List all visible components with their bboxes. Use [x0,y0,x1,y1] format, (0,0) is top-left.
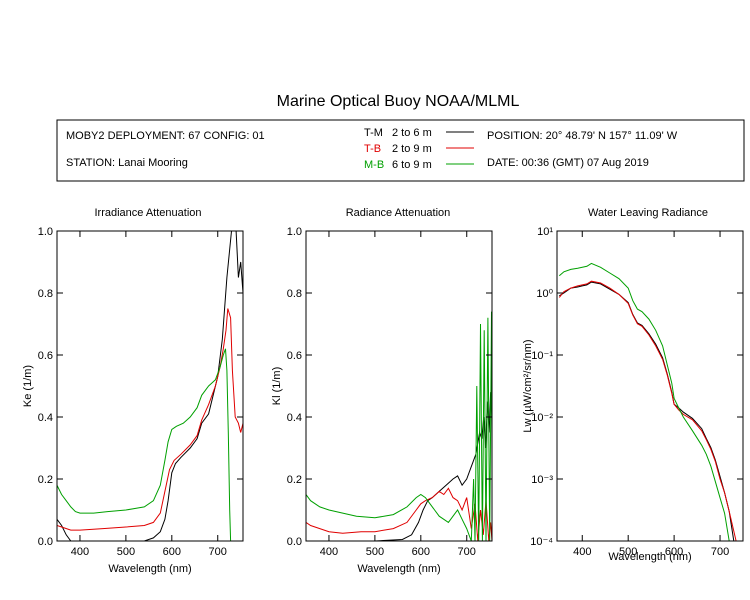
y-tick-label: 10⁻⁴ [530,536,553,548]
x-tick-label: 700 [458,546,476,558]
legend-code-t-m: T-M [364,127,383,139]
legend-range-m-b: 6 to 9 m [392,159,432,171]
plot-1: Irradiance Attenuation 400 500 600 700 0.0 0.2… [22,207,244,575]
plots-area: Irradiance Attenuation 400 500 600 700 0.0 0.2… [22,207,744,575]
plot-title: Radiance Attenuation [346,207,451,219]
x-tick-label: 700 [209,546,227,558]
date-text: DATE: 00:36 (GMT) 07 Aug 2019 [487,157,649,169]
x-tick-label: 400 [320,546,338,558]
y-tick-label: 10⁻³ [531,474,553,486]
y-tick-label: 0.6 [287,350,302,362]
plot-frame [556,230,744,542]
y-tick-label: 10⁰ [536,288,553,300]
x-axis-label: Wavelength (nm) [108,563,191,575]
y-axis-label: Ke (1/m) [22,365,34,407]
y-tick-label: 0.8 [38,288,53,300]
y-axis-label: Kl (1/m) [271,367,283,406]
plot-title: Irradiance Attenuation [94,207,201,219]
y-tick-label: 0.2 [287,474,302,486]
y-tick-label: 10⁻² [531,412,553,424]
series-line-t-b [558,280,737,541]
series-line-m-b [306,311,492,541]
x-tick-label: 400 [71,546,89,558]
x-tick-label: 600 [163,546,181,558]
deployment-text: MOBY2 DEPLOYMENT: 67 CONFIG: 01 [66,130,265,142]
x-tick-label: 500 [619,546,637,558]
x-tick-label: 400 [573,546,591,558]
x-tick-label: 700 [711,546,729,558]
y-tick-label: 0.4 [38,412,53,424]
series-line-t-m [306,392,492,541]
station-text: STATION: Lanai Mooring [66,157,188,169]
series-line-t-b [57,308,243,531]
x-axis-label: Wavelength (nm) [608,551,691,563]
plot-title: Water Leaving Radiance [588,207,708,219]
series-line-m-b [558,262,730,541]
series-line-t-m [57,231,243,541]
plot-frame [305,230,493,542]
y-axis-label: Lw (µW/cm²/sr/nm) [522,339,534,432]
y-tick-label: 1.0 [287,226,302,238]
x-axis-label: Wavelength (nm) [357,563,440,575]
legend-range-t-b: 2 to 9 m [392,143,432,155]
series-line-t-b [306,487,492,541]
y-tick-label: 10¹ [537,226,553,238]
x-tick-label: 600 [412,546,430,558]
series-line-m-b [57,348,232,541]
legend-code-m-b: M-B [364,159,384,171]
y-tick-label: 0.0 [38,536,53,548]
x-tick-label: 500 [117,546,135,558]
y-tick-label: 0.6 [38,350,53,362]
y-tick-label: 1.0 [38,226,53,238]
legend-range-t-m: 2 to 6 m [392,127,432,139]
info-box: MOBY2 DEPLOYMENT: 67 CONFIG: 01 STATION:… [56,119,745,182]
series-line-t-m [559,281,735,541]
y-tick-label: 0.0 [287,536,302,548]
plot-2: Radiance Attenuation 400 500 600 700 0.0 0.2 0.… [271,207,493,575]
y-tick-label: 0.8 [287,288,302,300]
legend: T-M 2 to 6 m T-B 2 to 9 m M-B 6 to 9 m [364,127,474,171]
plot-frame [56,230,244,542]
y-tick-label: 0.2 [38,474,53,486]
y-tick-label: 10⁻¹ [531,350,553,362]
x-tick-label: 500 [366,546,384,558]
position-text: POSITION: 20° 48.79' N 157° 11.09' W [487,130,678,142]
legend-code-t-b: T-B [364,143,381,155]
x-tick-label: 600 [665,546,683,558]
figure-title: Marine Optical Buoy NOAA/MLML [277,93,520,110]
y-tick-label: 0.4 [287,412,302,424]
info-box-border [56,119,745,182]
plot-3: Water Leaving Radiance 400 500 600 700 10⁻⁴ 10… [522,207,744,563]
